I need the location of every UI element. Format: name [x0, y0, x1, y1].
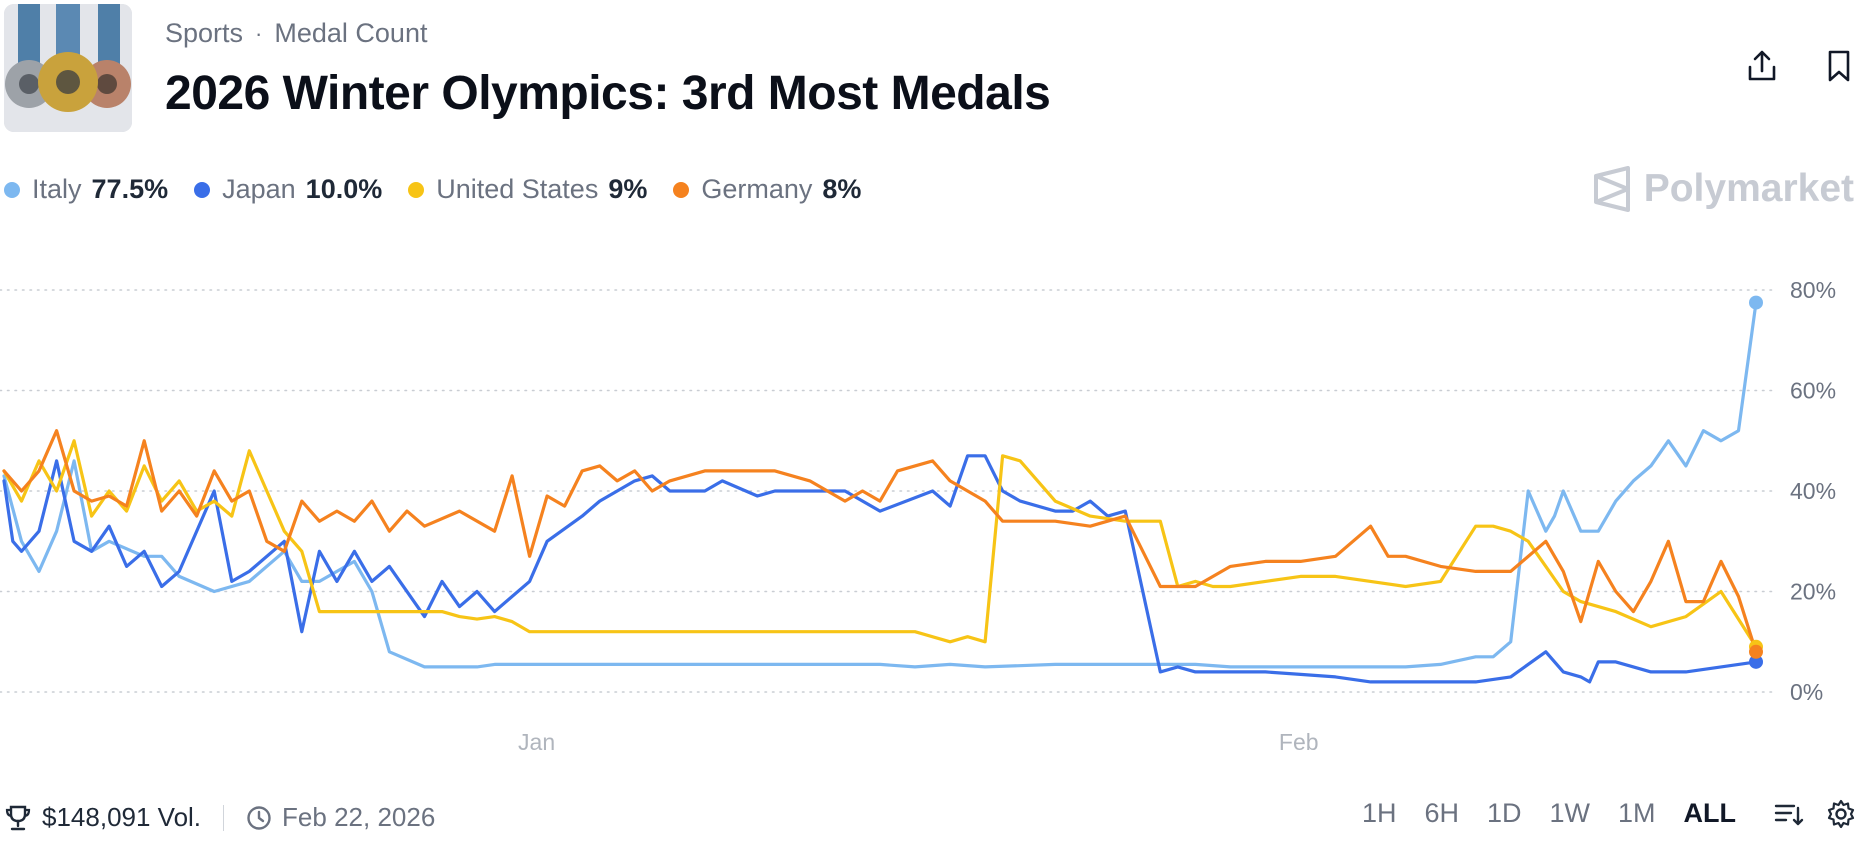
volume-value: $148,091 Vol.: [42, 802, 202, 832]
x-tick-label: Feb: [1279, 729, 1319, 755]
range-all[interactable]: ALL: [1683, 798, 1736, 828]
y-tick-label: 20%: [1790, 579, 1836, 605]
y-tick-label: 80%: [1790, 277, 1836, 303]
legend-name: United States: [436, 174, 599, 204]
breadcrumb-subcategory[interactable]: Medal Count: [274, 18, 428, 48]
range-1w[interactable]: 1W: [1549, 798, 1591, 828]
share-button[interactable]: [1744, 46, 1779, 86]
legend-item-italy[interactable]: Italy 77.5%: [4, 174, 168, 205]
header-actions: [1744, 46, 1856, 86]
range-1h[interactable]: 1H: [1361, 798, 1397, 828]
range-1m[interactable]: 1M: [1618, 798, 1656, 828]
y-tick-label: 40%: [1790, 478, 1836, 504]
series-endpoint-germany: [1749, 644, 1763, 659]
chart-grid: [0, 289, 1776, 693]
breadcrumb-category[interactable]: Sports: [165, 18, 244, 48]
range-1d[interactable]: 1D: [1486, 798, 1522, 828]
market-footer: $148,091 Vol. Feb 22, 2026: [4, 802, 435, 833]
series-endpoint-japan: [1749, 654, 1763, 669]
chart-series: [2, 301, 1758, 684]
legend-value: 8%: [822, 174, 862, 204]
legend-dot-japan: [194, 181, 211, 198]
breadcrumb-separator: ·: [255, 20, 263, 46]
end-date-value: Feb 22, 2026: [282, 802, 436, 832]
series-line-united-states[interactable]: [2, 439, 1758, 649]
breadcrumb: Sports · Medal Count: [165, 18, 427, 49]
chart-legend: Italy 77.5% Japan 10.0% United States 9%…: [4, 174, 861, 205]
legend-item-japan[interactable]: Japan 10.0%: [194, 174, 382, 205]
y-tick-label: 60%: [1790, 378, 1836, 404]
series-line-germany[interactable]: [2, 429, 1758, 654]
x-tick-label: Jan: [518, 729, 555, 755]
chart-filter-button[interactable]: [1774, 800, 1804, 828]
legend-item-germany[interactable]: Germany 8%: [673, 174, 861, 205]
bookmark-icon: [1828, 50, 1849, 82]
bookmark-button[interactable]: [1821, 46, 1856, 86]
range-6h[interactable]: 6H: [1424, 798, 1459, 828]
y-axis: 0% 20% 40% 60% 80%: [1790, 277, 1836, 705]
price-chart[interactable]: 0% 20% 40% 60% 80% Jan Feb: [0, 268, 1856, 768]
brand-name: Polymarket: [1643, 167, 1854, 210]
polymarket-icon: [1593, 166, 1630, 212]
trophy-icon: [5, 805, 31, 830]
legend-value: 77.5%: [91, 174, 169, 204]
legend-dot-germany: [673, 181, 690, 198]
time-range-selector: 1H 6H 1D 1W 1M ALL: [1362, 798, 1856, 829]
clock-icon: [247, 805, 271, 830]
gear-icon: [1827, 799, 1855, 828]
market-thumbnail: [4, 4, 132, 132]
legend-value: 9%: [608, 174, 648, 204]
legend-dot-united-states: [408, 181, 425, 198]
y-tick-label: 0%: [1790, 679, 1823, 705]
series-endpoint-italy: [1749, 295, 1763, 310]
legend-item-united-states[interactable]: United States 9%: [408, 174, 647, 205]
legend-dot-italy: [4, 181, 20, 198]
page-title: 2026 Winter Olympics: 3rd Most Medals: [165, 67, 1051, 120]
legend-name: Japan: [222, 174, 296, 204]
x-axis: Jan Feb: [518, 729, 1318, 755]
volume: $148,091 Vol.: [4, 802, 201, 833]
sort-lines-icon: [1774, 804, 1804, 825]
polymarket-logo: Polymarket: [1592, 166, 1854, 212]
footer-divider: [223, 804, 225, 831]
series-line-italy[interactable]: [2, 301, 1758, 669]
legend-name: Italy: [32, 174, 82, 204]
end-date: Feb 22, 2026: [246, 802, 435, 833]
chart-settings-button[interactable]: [1826, 799, 1856, 829]
series-endpoints: [1749, 295, 1763, 669]
share-icon: [1748, 50, 1775, 81]
legend-name: Germany: [701, 174, 813, 204]
legend-value: 10.0%: [305, 174, 383, 204]
